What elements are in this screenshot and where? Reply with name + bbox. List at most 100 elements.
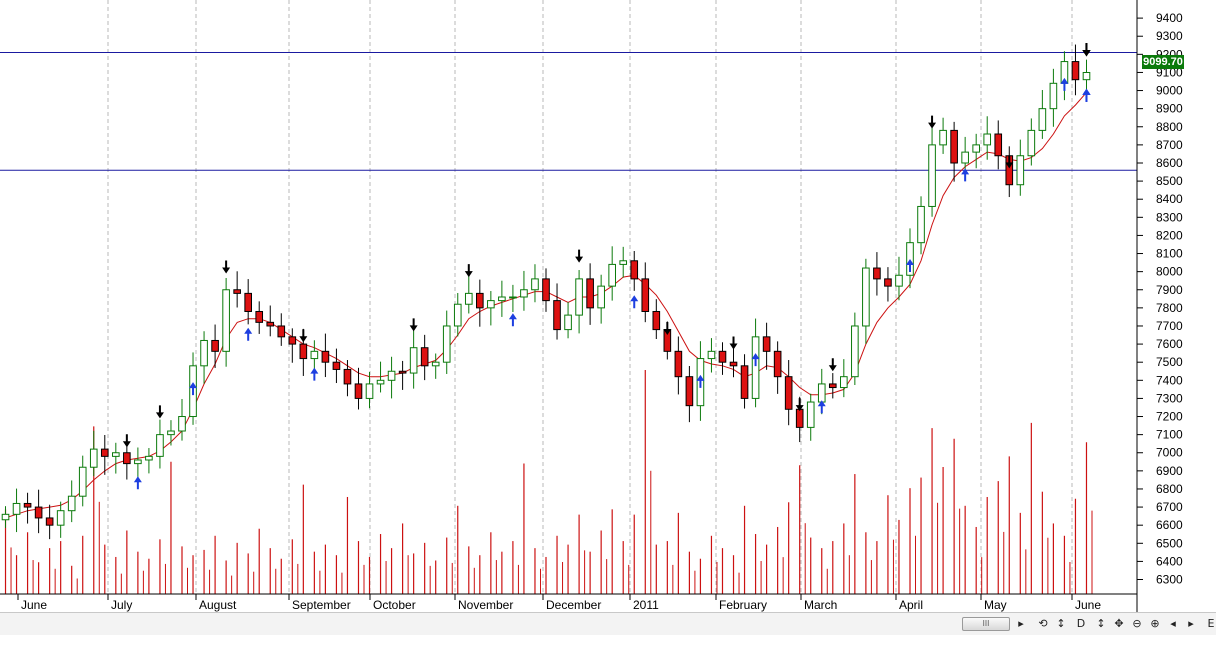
month-label: September bbox=[292, 598, 351, 612]
candle-body bbox=[531, 278, 539, 291]
candle-body bbox=[498, 296, 506, 302]
candle-body bbox=[608, 263, 616, 287]
toolbar-button[interactable]: ↕ bbox=[1096, 617, 1106, 630]
y-tick-label: 8200 bbox=[1156, 228, 1183, 242]
candle-body bbox=[740, 365, 749, 399]
toolbar-button[interactable]: ▸ bbox=[1018, 617, 1024, 630]
candle-body bbox=[321, 350, 330, 363]
y-tick-label: 7900 bbox=[1156, 283, 1183, 297]
sell-arrow-icon bbox=[729, 336, 738, 350]
candle-body bbox=[619, 260, 628, 265]
candle-body bbox=[597, 285, 605, 309]
candle-body bbox=[310, 350, 319, 360]
candle-body bbox=[123, 452, 131, 465]
buy-arrow-icon bbox=[133, 476, 142, 490]
y-tick-label: 7800 bbox=[1156, 301, 1183, 315]
month-label: June bbox=[1075, 598, 1101, 612]
toolbar-button[interactable]: ↕ bbox=[1056, 617, 1066, 630]
candle-body bbox=[840, 376, 848, 389]
toolbar-button[interactable]: ⊕ bbox=[1150, 617, 1160, 630]
month-label: October bbox=[373, 598, 416, 612]
month-label: August bbox=[199, 598, 237, 612]
candle-body bbox=[674, 350, 683, 378]
y-tick-label: 8300 bbox=[1156, 210, 1183, 224]
y-tick-label: 6600 bbox=[1156, 518, 1183, 532]
candle-body bbox=[950, 129, 958, 164]
candle-body bbox=[56, 510, 65, 526]
y-tick-label: 7200 bbox=[1156, 410, 1183, 424]
x-axis-months: June July August September October November De… bbox=[17, 594, 1101, 612]
price-chart[interactable]: 9400930092009100900089008800870086008500… bbox=[0, 0, 1216, 612]
sell-arrow-icon bbox=[1005, 155, 1014, 169]
toolbar-button[interactable]: ⟲ bbox=[1038, 617, 1048, 630]
plot-area bbox=[0, 0, 1137, 594]
month-label: February bbox=[719, 598, 767, 612]
candle-body bbox=[409, 347, 418, 374]
toolbar-button[interactable]: ▸ bbox=[1188, 617, 1194, 630]
candle-body bbox=[641, 278, 650, 312]
toolbar-button[interactable]: E bbox=[1207, 617, 1215, 630]
candle-body bbox=[277, 325, 286, 338]
sell-arrow-icon bbox=[1082, 43, 1091, 57]
candle-body bbox=[729, 361, 738, 367]
candle-body bbox=[895, 274, 903, 287]
y-tick-label: 6800 bbox=[1156, 482, 1183, 496]
toolbar-button[interactable]: ◂ bbox=[1170, 617, 1176, 630]
candle-body bbox=[299, 343, 308, 360]
horizontal-scroll-thumb[interactable]: III bbox=[962, 617, 1010, 631]
y-tick-label: 9400 bbox=[1156, 11, 1183, 25]
y-tick-label: 7700 bbox=[1156, 319, 1183, 333]
candle-body bbox=[928, 144, 936, 207]
candle-body bbox=[67, 495, 76, 512]
buy-arrow-icon bbox=[696, 374, 705, 388]
candle-body bbox=[45, 517, 54, 526]
candle-body bbox=[178, 416, 186, 432]
y-tick-label: 8900 bbox=[1156, 102, 1183, 116]
last-price-label: 9099.70 bbox=[1142, 55, 1184, 69]
buy-arrow-icon bbox=[244, 327, 253, 341]
candle-body bbox=[873, 267, 881, 280]
signals-layer bbox=[122, 43, 1091, 490]
y-tick-label: 6500 bbox=[1156, 536, 1183, 550]
chart-toolbar: III ▸ ⟲ ↕ D ↕ ✥ ⊖ ⊕ ◂ ▸ E bbox=[0, 612, 1216, 635]
candle-body bbox=[255, 310, 264, 323]
buy-arrow-icon bbox=[1060, 77, 1069, 91]
volume-layer bbox=[4, 369, 1093, 594]
y-tick-label: 6900 bbox=[1156, 464, 1183, 478]
candle-body bbox=[442, 325, 451, 363]
sell-arrow-icon bbox=[928, 115, 937, 129]
candle-body bbox=[553, 300, 561, 331]
candle-body bbox=[828, 383, 837, 389]
candle-body bbox=[100, 448, 109, 457]
y-tick-label: 6400 bbox=[1156, 554, 1183, 568]
candle-body bbox=[862, 267, 870, 327]
y-tick-label: 7500 bbox=[1156, 355, 1183, 369]
candle-body bbox=[453, 303, 462, 327]
toolbar-button[interactable]: ⊖ bbox=[1132, 617, 1142, 630]
sell-arrow-icon bbox=[122, 434, 131, 448]
candle-body bbox=[211, 339, 219, 352]
sell-arrow-icon bbox=[222, 260, 231, 274]
y-tick-label: 8500 bbox=[1156, 174, 1183, 188]
toolbar-button[interactable]: D bbox=[1076, 617, 1086, 630]
sell-arrow-icon bbox=[155, 405, 164, 419]
candle-body bbox=[34, 506, 43, 519]
sell-arrow-icon bbox=[409, 318, 418, 332]
sell-arrow-icon bbox=[299, 329, 308, 343]
y-tick-label: 7100 bbox=[1156, 428, 1183, 442]
candle-body bbox=[464, 292, 473, 305]
toolbar-button[interactable]: ✥ bbox=[1114, 617, 1124, 630]
sell-arrow-icon bbox=[464, 264, 473, 278]
candle-body bbox=[762, 336, 771, 352]
horizontal-lines-layer bbox=[0, 52, 1137, 171]
y-tick-label: 7000 bbox=[1156, 446, 1183, 460]
candle-body bbox=[387, 370, 396, 381]
candle-body bbox=[23, 502, 32, 508]
candle-body bbox=[134, 459, 142, 465]
candle-body bbox=[200, 339, 208, 367]
candle-body bbox=[288, 336, 297, 345]
candle-body bbox=[222, 289, 230, 352]
y-tick-label: 8800 bbox=[1156, 120, 1183, 134]
sell-arrow-icon bbox=[575, 249, 584, 263]
candle-body bbox=[354, 383, 363, 399]
